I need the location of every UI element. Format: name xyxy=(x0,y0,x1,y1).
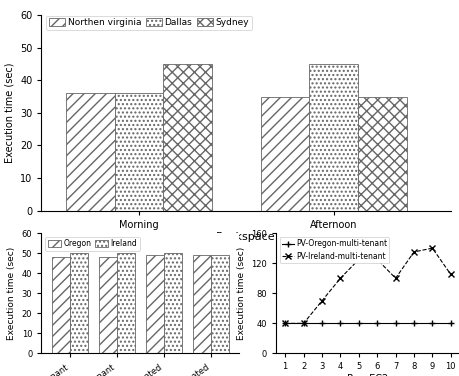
PV-Ireland-multi-tenant xyxy=(392,276,397,280)
PV-Oregon-multi-tenant xyxy=(319,321,324,326)
PV-Oregon-multi-tenant xyxy=(282,321,287,326)
Bar xyxy=(163,253,181,353)
Legend: Northen virginia, Dallas, Sydney: Northen virginia, Dallas, Sydney xyxy=(46,16,252,30)
PV-Oregon-multi-tenant xyxy=(355,321,361,326)
Y-axis label: Execution time (sec): Execution time (sec) xyxy=(236,247,245,340)
Legend: PV-Oregon-multi-tenant, PV-Ireland-multi-tenant: PV-Oregon-multi-tenant, PV-Ireland-multi… xyxy=(279,237,388,263)
PV-Ireland-multi-tenant xyxy=(410,250,416,254)
Bar xyxy=(193,255,211,353)
Bar xyxy=(163,64,212,211)
Bar xyxy=(358,97,406,211)
PV-Ireland-multi-tenant xyxy=(374,257,379,262)
X-axis label: Rackspace: Rackspace xyxy=(216,232,275,243)
PV-Ireland-multi-tenant xyxy=(429,246,434,250)
Bar xyxy=(99,257,117,353)
Bar xyxy=(146,255,163,353)
Bar xyxy=(117,253,134,353)
PV-Ireland-multi-tenant xyxy=(447,272,453,277)
PV-Ireland-multi-tenant xyxy=(300,321,306,326)
PV-Ireland-multi-tenant xyxy=(355,257,361,262)
PV-Oregon-multi-tenant xyxy=(429,321,434,326)
Bar xyxy=(260,97,309,211)
PV-Oregon-multi-tenant xyxy=(392,321,397,326)
Bar xyxy=(52,257,69,353)
X-axis label: Run EC2: Run EC2 xyxy=(347,374,388,376)
PV-Oregon-multi-tenant xyxy=(447,321,453,326)
Bar xyxy=(69,253,87,353)
PV-Oregon-multi-tenant xyxy=(374,321,379,326)
Line: PV-Ireland-multi-tenant: PV-Ireland-multi-tenant xyxy=(282,246,453,326)
Legend: Oregon, Ireland: Oregon, Ireland xyxy=(45,237,140,250)
Bar xyxy=(66,93,114,211)
PV-Oregon-multi-tenant xyxy=(410,321,416,326)
PV-Ireland-multi-tenant xyxy=(282,321,287,326)
Bar xyxy=(114,93,163,211)
Bar xyxy=(211,255,228,353)
Bar xyxy=(309,64,358,211)
PV-Oregon-multi-tenant xyxy=(337,321,342,326)
Y-axis label: Execution time (sec): Execution time (sec) xyxy=(5,62,14,163)
PV-Ireland-multi-tenant xyxy=(319,299,324,303)
PV-Oregon-multi-tenant xyxy=(300,321,306,326)
PV-Ireland-multi-tenant xyxy=(337,276,342,280)
Y-axis label: Execution time (sec): Execution time (sec) xyxy=(7,247,16,340)
Line: PV-Oregon-multi-tenant: PV-Oregon-multi-tenant xyxy=(282,321,453,326)
